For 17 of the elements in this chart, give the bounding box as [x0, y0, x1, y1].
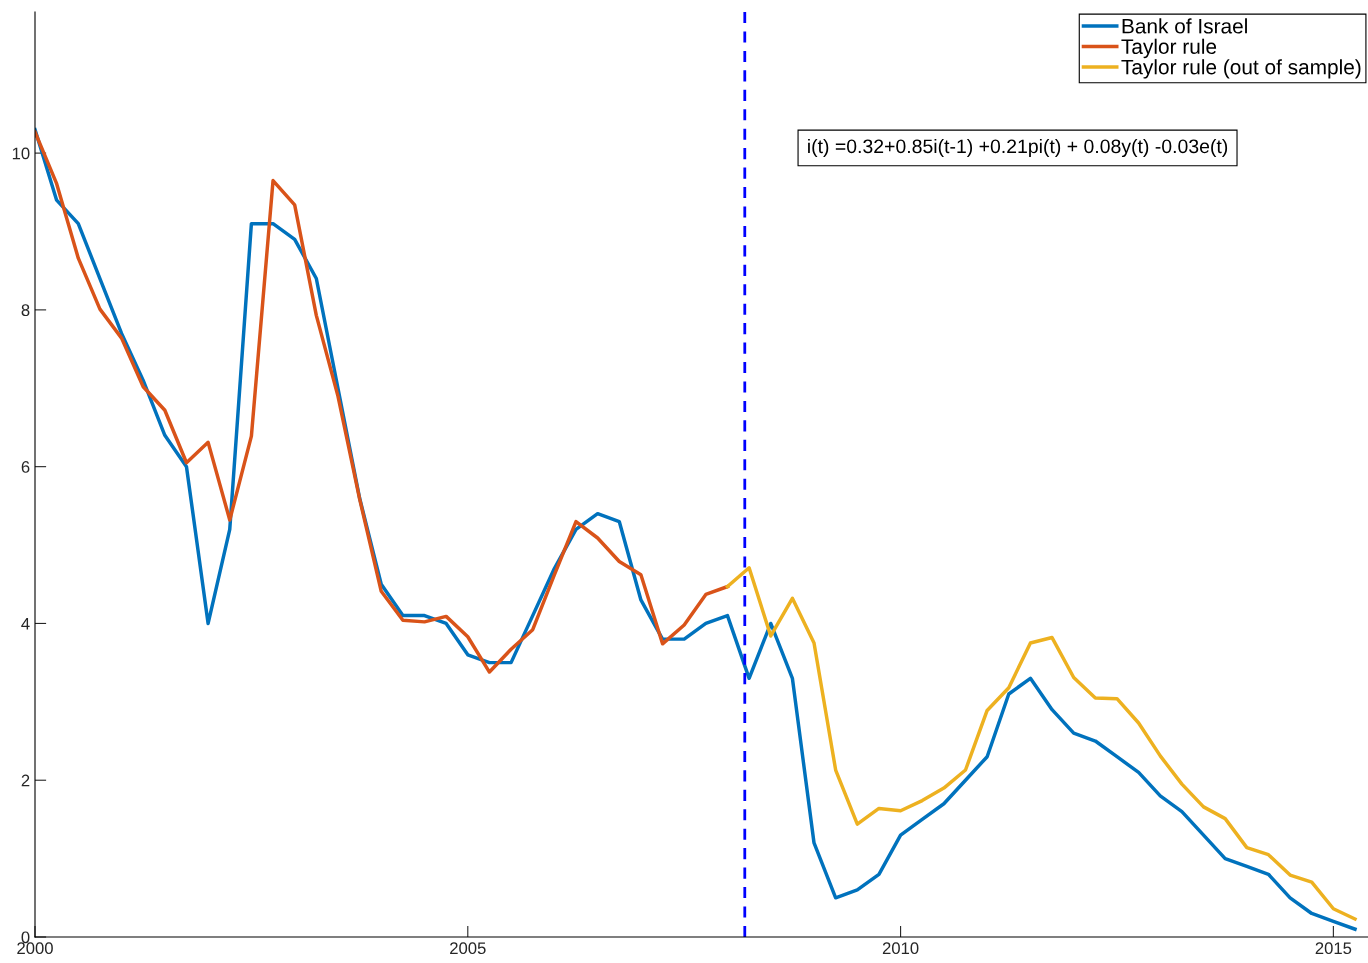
legend-label: Taylor rule (out of sample) [1121, 59, 1361, 79]
x-tick-label: 2005 [450, 942, 486, 955]
line-series [725, 566, 1357, 921]
y-tick-label: 6 [21, 461, 30, 473]
y-tick-label: 0 [21, 931, 30, 944]
x-tick-label: 2010 [882, 942, 919, 955]
x-tick-label: 2015 [1315, 942, 1352, 955]
y-tick-label: 4 [21, 618, 30, 630]
y-tick-label: 8 [21, 304, 30, 317]
line-series [35, 127, 1357, 931]
legend-label: Taylor rule [1121, 38, 1217, 59]
y-tick-label: 2 [21, 774, 30, 787]
legend-label: Bank of Israel [1122, 18, 1247, 34]
y-tick-label: 10 [12, 147, 30, 160]
annotation: i(t) =0.32+0.85i(t-1) +0.21pi(t) + 0.08y(t) -0.03e(t) [808, 138, 1228, 158]
x-tick-label: 2000 [17, 942, 53, 955]
line-series [35, 130, 730, 674]
